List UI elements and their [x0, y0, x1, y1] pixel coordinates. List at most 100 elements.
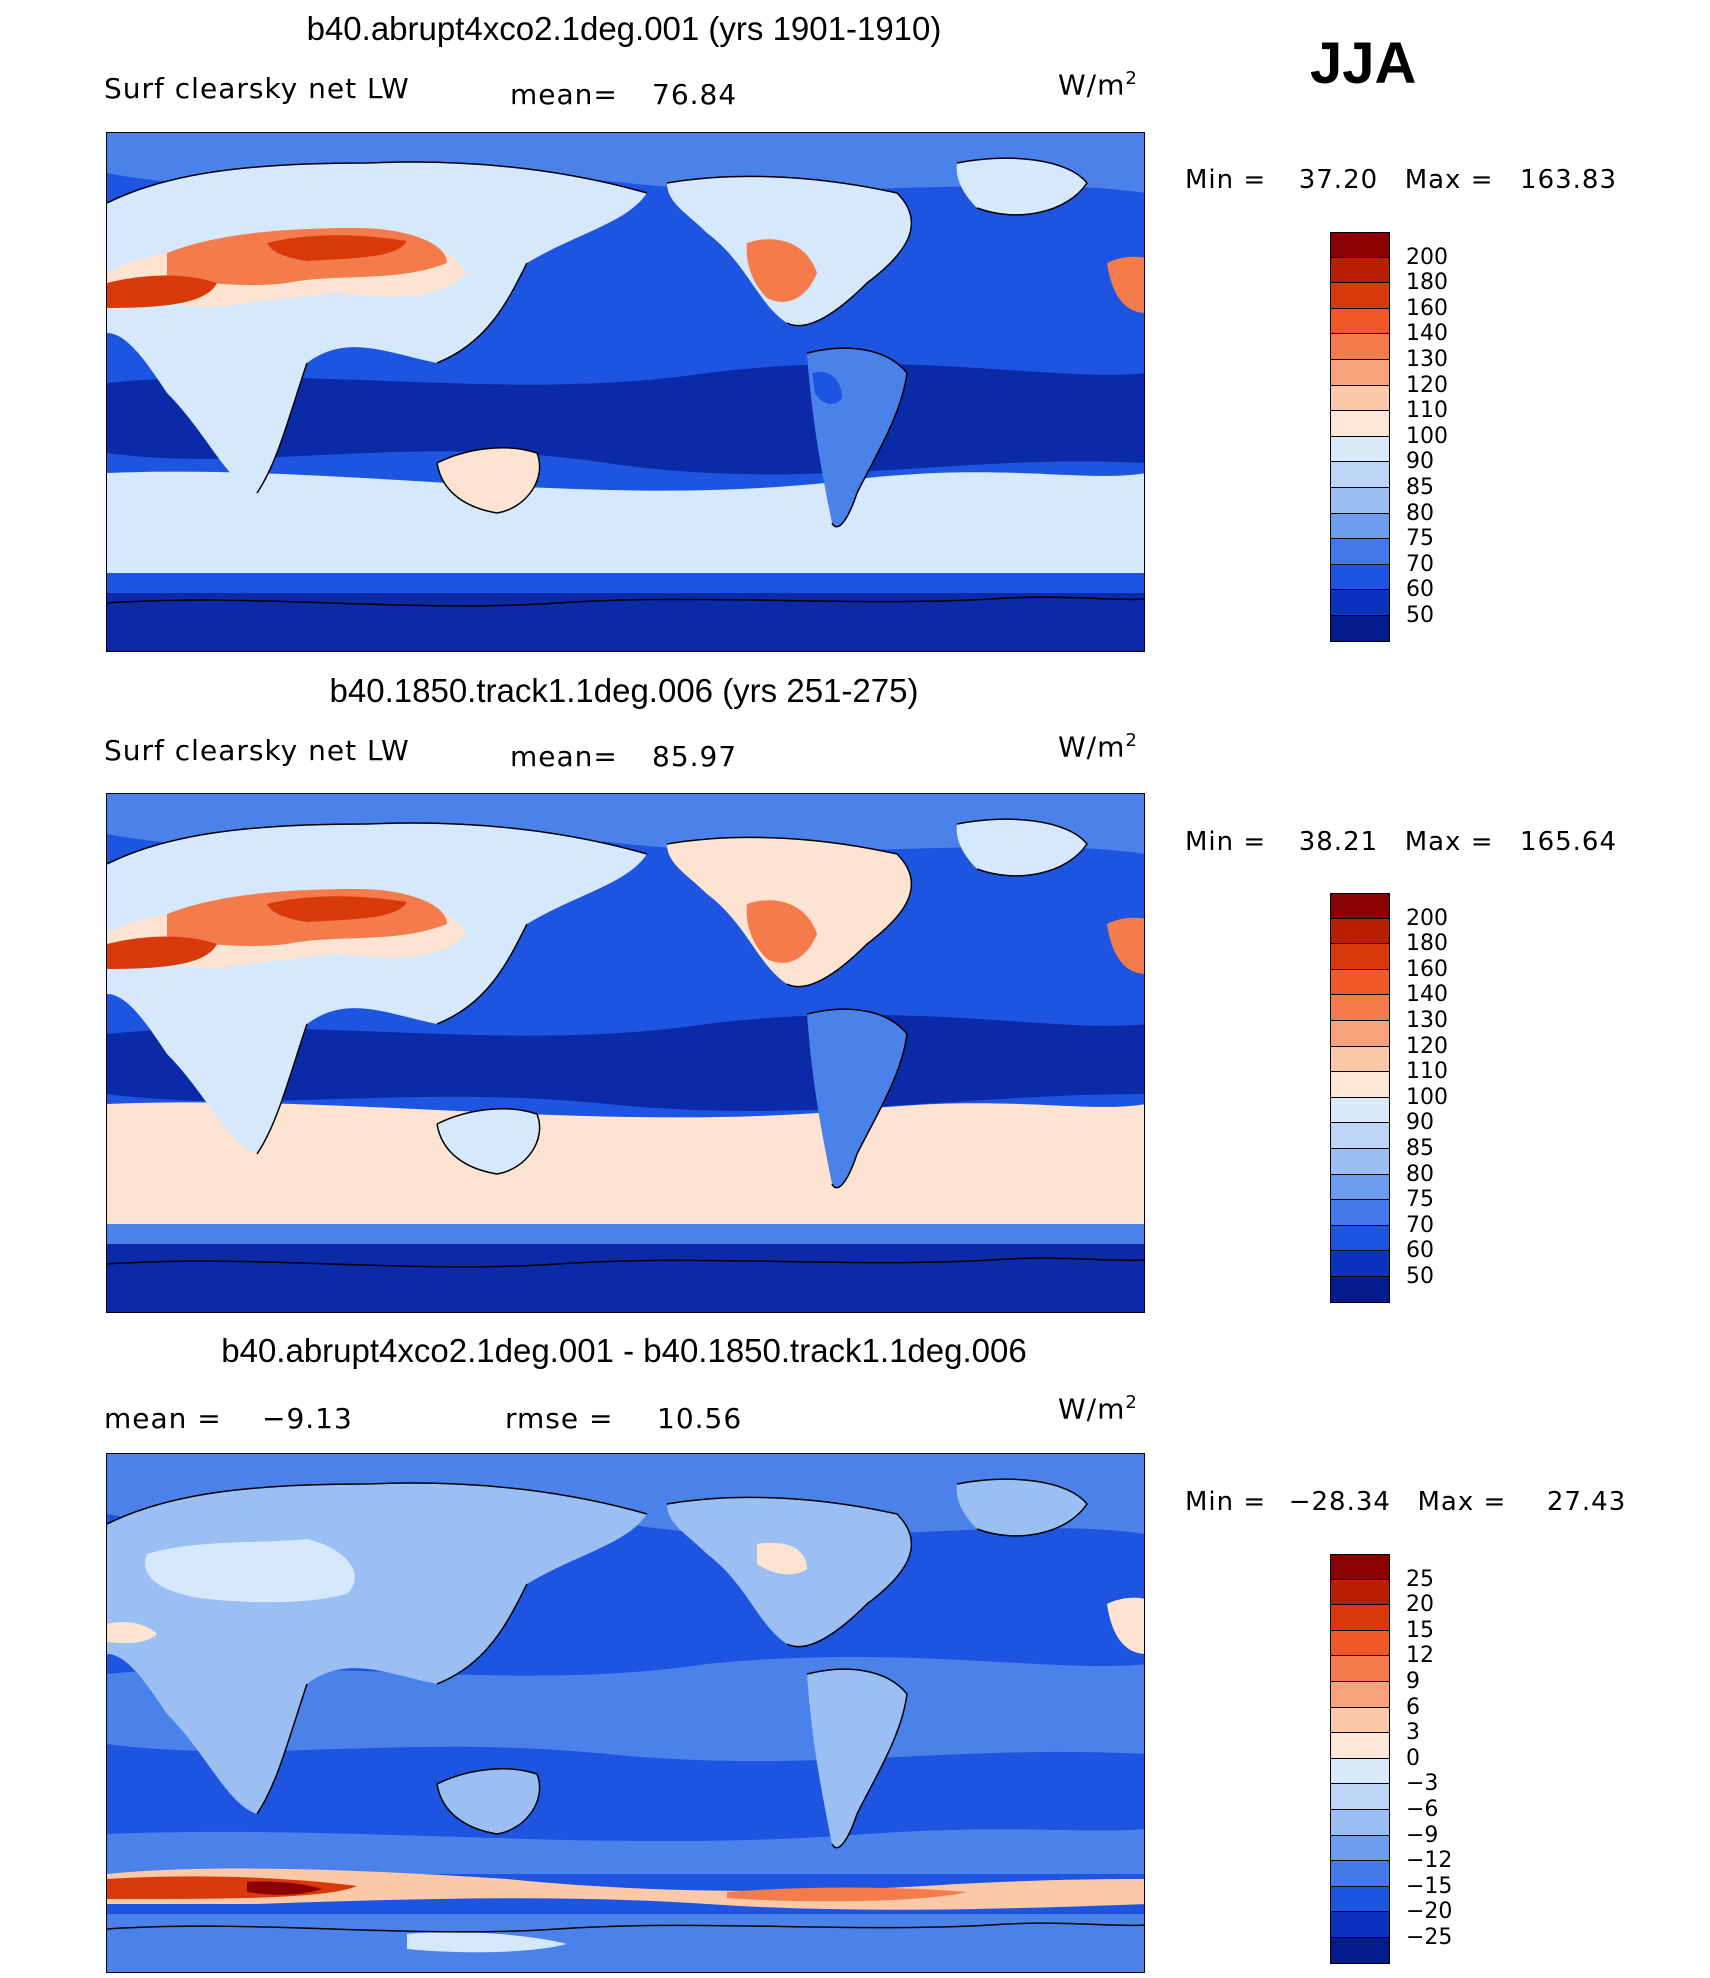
panel-2-units: W/m2 [1058, 730, 1138, 763]
colorbar-swatch [1330, 334, 1390, 360]
colorbar-label: 20 [1406, 1592, 1434, 1618]
colorbar-swatch [1330, 1200, 1390, 1226]
panel-2-minmax: Min = 38.21 Max = 165.64 [1185, 827, 1617, 857]
colorbar-swatch [1330, 283, 1390, 309]
colorbar-swatch [1330, 1835, 1390, 1862]
panel-1-mean-value: 76.84 [652, 78, 738, 111]
colorbar-swatch [1330, 1020, 1390, 1047]
colorbar-swatch [1330, 1097, 1390, 1124]
colorbar-label: 50 [1406, 1264, 1434, 1289]
colorbar-swatch [1330, 1733, 1390, 1759]
panel-2-max-label: Max = [1404, 827, 1494, 857]
colorbar-label: 140 [1406, 321, 1448, 347]
panel-1-mean-label: mean= [510, 78, 618, 111]
colorbar-label: −9 [1406, 1822, 1439, 1848]
colorbar-swatch [1330, 995, 1390, 1021]
colorbar-swatch [1330, 1809, 1390, 1836]
colorbar-swatch [1330, 1046, 1390, 1073]
panel-2-mean-value: 85.97 [652, 740, 738, 773]
colorbar-swatch [1330, 1148, 1390, 1175]
colorbar-swatch [1330, 1174, 1390, 1201]
panel-1-min-value: 37.20 [1298, 165, 1379, 195]
colorbar-label: −6 [1406, 1797, 1439, 1822]
colorbar-label: 110 [1406, 398, 1448, 424]
panel-3-minmax: Min = −28.34 Max = 27.43 [1185, 1487, 1626, 1517]
colorbar-swatch [1330, 1707, 1390, 1734]
colorbar-label: 85 [1406, 475, 1434, 500]
panel-2-title: b40.1850.track1.1deg.006 (yrs 251-275) [329, 672, 919, 709]
colorbar-swatch [1330, 1072, 1390, 1098]
colorbar-swatch [1330, 1123, 1390, 1149]
colorbar-swatch [1330, 893, 1390, 919]
colorbar-label: −25 [1406, 1925, 1453, 1950]
colorbar-label: 50 [1406, 603, 1434, 628]
panel-1-units-sup: 2 [1125, 68, 1138, 89]
colorbar-swatch [1330, 1656, 1390, 1682]
colorbar-swatch [1330, 539, 1390, 565]
panel-3-mean-label: mean = [104, 1402, 222, 1435]
panel-3-units-sup: 2 [1125, 1392, 1138, 1413]
panel-2-max-value: 165.64 [1520, 827, 1618, 857]
season-label: JJA [1310, 31, 1417, 96]
colorbar-label: 90 [1406, 449, 1434, 475]
panel-1-units: W/m2 [1058, 68, 1138, 101]
panel-3-max-label: Max = [1417, 1487, 1507, 1517]
panel-2-min-label: Min = [1185, 827, 1267, 857]
colorbar-label: 180 [1406, 931, 1448, 957]
colorbar-swatch [1330, 1886, 1390, 1913]
panel-3-min-label: Min = [1185, 1487, 1267, 1517]
colorbar-label: 75 [1406, 1187, 1434, 1213]
colorbar-label: 100 [1406, 1084, 1448, 1110]
colorbar-swatch [1330, 462, 1390, 488]
panel-3-units-text: W/m [1058, 1392, 1126, 1426]
colorbar-swatch [1330, 1630, 1390, 1657]
panel-1-title: b40.abrupt4xco2.1deg.001 (yrs 1901-1910) [306, 10, 942, 47]
panel-2-variable: Surf clearsky net LW [104, 734, 410, 767]
panel-2-units-sup: 2 [1125, 730, 1138, 751]
panel-1-units-text: W/m [1058, 68, 1126, 102]
colorbar-label: 130 [1406, 347, 1448, 372]
colorbar-swatch [1330, 359, 1390, 386]
colorbar-swatch [1330, 232, 1390, 258]
colorbar-label: −20 [1406, 1899, 1453, 1925]
colorbar-label: 3 [1406, 1720, 1420, 1746]
colorbar-label: 0 [1406, 1745, 1420, 1771]
colorbar-swatch [1330, 436, 1390, 463]
colorbar-label: 130 [1406, 1008, 1448, 1033]
colorbar-label: −12 [1406, 1848, 1453, 1874]
colorbar-swatch [1330, 1937, 1390, 1964]
colorbar-label: 12 [1406, 1643, 1434, 1669]
panel-1-colorbar: 200 180 160 140 130 120 110 100 90 85 80 75 70 60 50 [1330, 232, 1448, 642]
colorbar-swatch [1330, 918, 1390, 945]
colorbar-label: 200 [1406, 244, 1448, 270]
colorbar-swatch [1330, 1758, 1390, 1785]
panel-3-mean-value: −9.13 [262, 1402, 353, 1435]
colorbar-swatch [1330, 257, 1390, 284]
colorbar-swatch [1330, 385, 1390, 412]
panel-1-max-label: Max = [1404, 165, 1494, 195]
panel-3-max-value: 27.43 [1546, 1487, 1627, 1517]
colorbar-label: 75 [1406, 526, 1434, 552]
panel-1-map [106, 132, 1145, 652]
colorbar-label: 9 [1406, 1669, 1420, 1694]
colorbar-swatch [1330, 308, 1390, 335]
colorbar-label: 160 [1406, 956, 1448, 982]
colorbar-label: 200 [1406, 905, 1448, 931]
colorbar-swatch [1330, 1912, 1390, 1938]
colorbar-swatch [1330, 487, 1390, 514]
colorbar-label: −3 [1406, 1771, 1439, 1797]
colorbar-swatch [1330, 1225, 1390, 1252]
colorbar-label: 70 [1406, 551, 1434, 577]
colorbar-label: 6 [1406, 1694, 1420, 1720]
panel-3-title: b40.abrupt4xco2.1deg.001 - b40.1850.trac… [221, 1332, 1027, 1369]
colorbar-swatch [1330, 564, 1390, 591]
panel-2-units-text: W/m [1058, 730, 1126, 764]
panel-3-min-value: −28.34 [1288, 1487, 1391, 1517]
panel-2-min-value: 38.21 [1298, 827, 1379, 857]
colorbar-label: 120 [1406, 1033, 1448, 1059]
colorbar-label: 120 [1406, 372, 1448, 398]
panel-1-variable: Surf clearsky net LW [104, 72, 410, 105]
panel-3-rmse-value: 10.56 [657, 1402, 743, 1435]
colorbar-label: 15 [1406, 1617, 1434, 1643]
panel-1-min-label: Min = [1185, 165, 1267, 195]
